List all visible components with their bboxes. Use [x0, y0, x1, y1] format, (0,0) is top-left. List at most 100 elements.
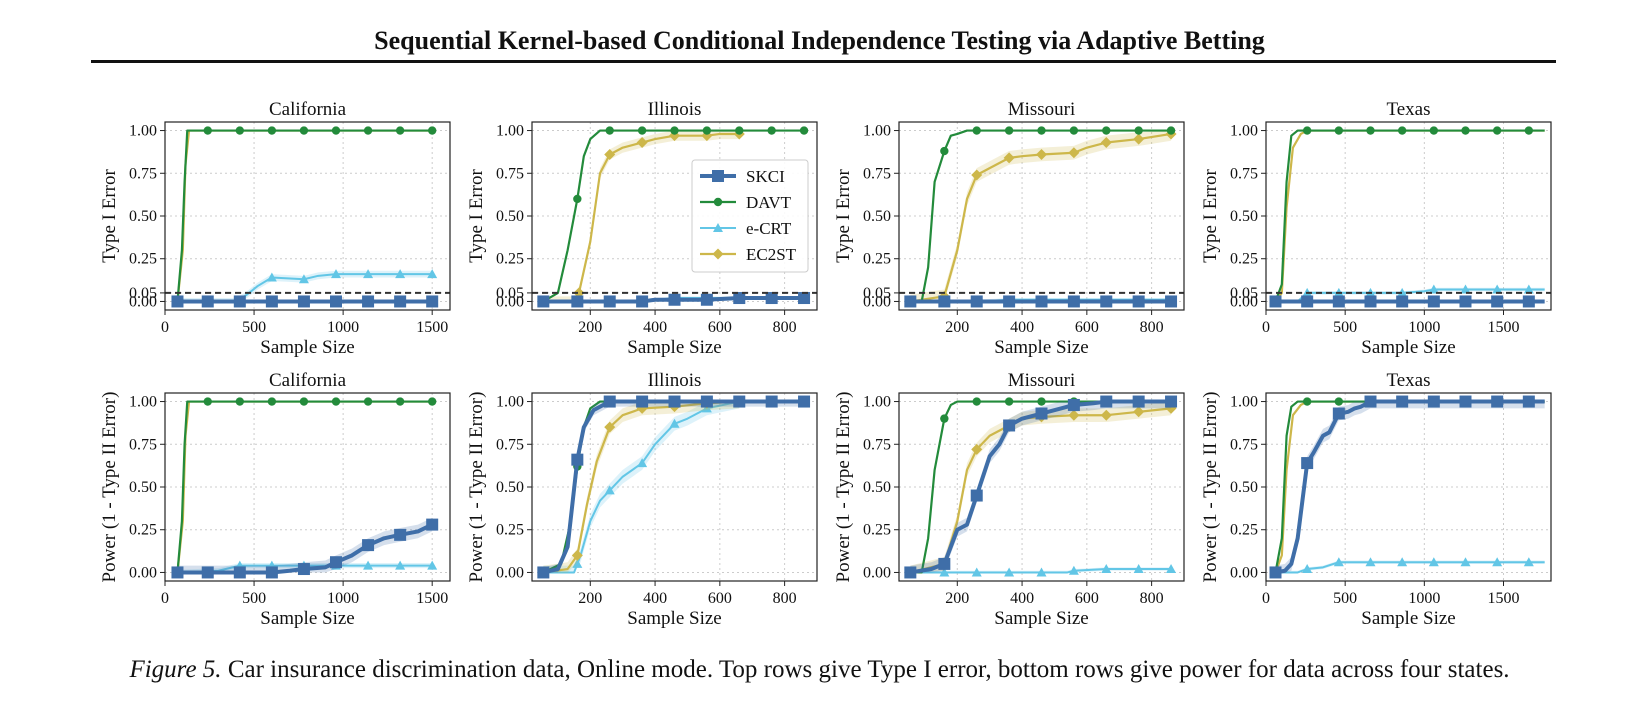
plot-area — [1269, 395, 1545, 579]
y-tick-label: 0.25 — [129, 522, 157, 539]
series-point-SKCI — [938, 295, 951, 308]
series-point-SKCI — [798, 292, 811, 305]
series-point-SKCI — [765, 292, 778, 305]
series-point-DAVT — [1134, 126, 1143, 135]
series-point-DAVT — [637, 126, 647, 135]
series-point-e-CRT — [1428, 284, 1439, 294]
y-tick-label: 0.00 — [863, 293, 891, 310]
series-point-DAVT — [363, 126, 373, 135]
series-point-SKCI — [265, 566, 278, 579]
series-point-SKCI — [537, 295, 550, 308]
series-point-EC2ST — [1100, 409, 1112, 421]
series-point-SKCI — [970, 489, 983, 502]
legend-label: SKCI — [746, 167, 785, 186]
x-tick-label: 1500 — [1488, 590, 1520, 607]
series-point-EC2ST — [1100, 137, 1112, 149]
y-tick-label: 0.25 — [1230, 522, 1258, 539]
series-point-SKCI — [668, 395, 681, 408]
series-point-e-CRT — [363, 560, 374, 570]
legend-label: DAVT — [746, 193, 792, 212]
series-line-e-CRT — [910, 568, 1172, 574]
series-point-e-CRT — [363, 269, 374, 279]
y-tick-label: 1.00 — [1230, 394, 1258, 411]
series-point-e-CRT — [1036, 567, 1047, 577]
y-tick-label: 1.00 — [1230, 123, 1258, 140]
y-axis-label: Power (1 - Type II Error) — [466, 392, 487, 583]
series-point-e-CRT — [939, 567, 950, 577]
legend-marker-EC2ST — [712, 248, 724, 260]
series-point-e-CRT — [637, 458, 648, 468]
x-axis-label: Sample Size — [627, 608, 721, 629]
y-tick-label: 0.00 — [1230, 293, 1258, 310]
series-point-DAVT — [331, 397, 341, 406]
series-point-SKCI — [733, 292, 746, 305]
series-point-DAVT — [1461, 126, 1470, 135]
series-point-DAVT — [235, 397, 245, 406]
series-point-e-CRT — [1004, 567, 1015, 577]
y-tick-label: 0.05 — [863, 285, 891, 302]
series-line-DAVT — [542, 129, 805, 303]
x-axis-label: Sample Size — [627, 337, 721, 358]
axes-frame — [164, 392, 451, 582]
series-point-DAVT — [1102, 126, 1111, 135]
chart-title: Texas — [1386, 370, 1430, 391]
y-tick-label: 0.50 — [1230, 208, 1258, 225]
series-point-SKCI — [201, 295, 214, 308]
series-point-SKCI — [201, 566, 214, 579]
y-tick-label: 1.00 — [129, 123, 157, 140]
series-point-e-CRT — [1397, 557, 1408, 567]
y-tick-label: 1.00 — [863, 123, 891, 140]
series-point-DAVT — [395, 397, 405, 406]
series-point-SKCI — [668, 293, 681, 306]
x-tick-label: 1000 — [1408, 319, 1440, 336]
y-tick-label: 0.75 — [1230, 436, 1258, 453]
x-tick-label: 400 — [1010, 590, 1034, 607]
series-point-DAVT — [670, 126, 679, 135]
series-point-e-CRT — [427, 560, 438, 570]
series-band-e-CRT — [1275, 287, 1545, 302]
series-point-DAVT — [267, 397, 277, 406]
series-point-DAVT — [735, 126, 744, 135]
series-point-SKCI — [1132, 395, 1145, 408]
series-point-DAVT — [1166, 126, 1176, 135]
series-point-SKCI — [938, 557, 951, 570]
page-title: Sequential Kernel-based Conditional Inde… — [374, 26, 1265, 55]
y-tick-label: 0.05 — [1230, 285, 1258, 302]
series-point-DAVT — [573, 194, 582, 204]
chart-panel-4: 0 500 1000 1500 0.00 0.25 0.50 0.75 1.00 Californ… — [99, 370, 451, 629]
series-point-e-CRT — [1492, 557, 1503, 567]
series-point-EC2ST — [1068, 409, 1080, 421]
series-point-SKCI — [1269, 566, 1282, 579]
series-point-SKCI — [733, 395, 746, 408]
series-point-SKCI — [233, 295, 246, 308]
y-tick-label: 0.50 — [129, 208, 157, 225]
series-point-e-CRT — [1302, 564, 1313, 574]
x-tick-label: 0 — [161, 590, 169, 607]
series-point-SKCI — [1067, 295, 1080, 308]
x-tick-label: 400 — [1010, 319, 1034, 336]
series-point-SKCI — [426, 295, 439, 308]
x-tick-label: 800 — [773, 590, 797, 607]
series-point-SKCI — [1364, 295, 1377, 308]
x-tick-label: 1000 — [327, 319, 359, 336]
series-point-SKCI — [362, 539, 375, 552]
series-point-SKCI — [1332, 407, 1345, 420]
series-point-DAVT — [267, 126, 277, 135]
x-tick-label: 0 — [1262, 319, 1270, 336]
series-point-SKCI — [1427, 295, 1440, 308]
series-point-DAVT — [1004, 126, 1014, 135]
x-tick-label: 0 — [1262, 590, 1270, 607]
y-tick-label: 0.75 — [496, 165, 524, 182]
chart-title: Illinois — [648, 370, 702, 391]
y-tick-label: 1.00 — [129, 394, 157, 411]
y-tick-label: 1.00 — [863, 394, 891, 411]
y-tick-label: 0.25 — [863, 251, 891, 268]
caption-text: Car insurance discrimination data, Onlin… — [227, 656, 1510, 683]
series-point-SKCI — [1003, 419, 1016, 432]
y-tick-label: 0.50 — [863, 479, 891, 496]
chart-title: California — [269, 370, 347, 391]
x-tick-label: 400 — [643, 319, 667, 336]
series-point-e-CRT — [1068, 565, 1079, 575]
series-band-SKCI — [1275, 401, 1545, 573]
